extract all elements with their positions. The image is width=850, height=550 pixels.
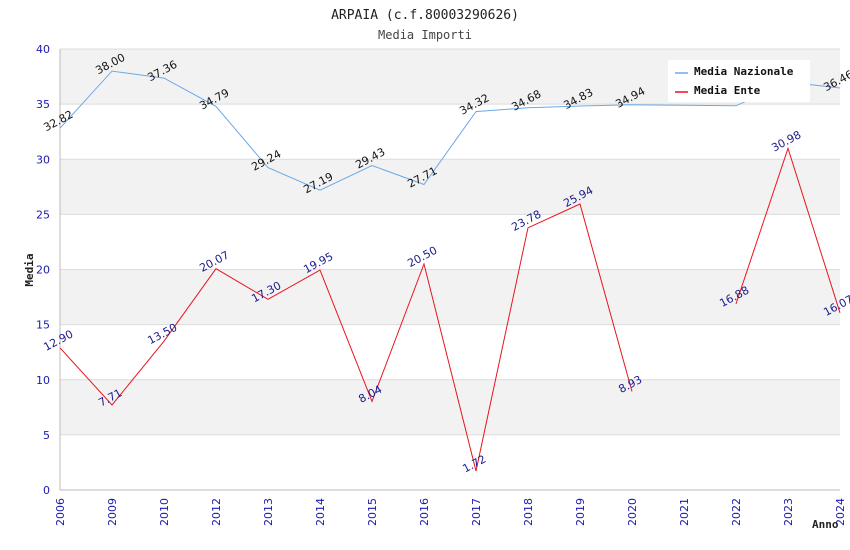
x-tick-label: 2019 <box>574 498 587 526</box>
x-tick-label: 2015 <box>366 498 379 526</box>
plot-background <box>60 49 840 435</box>
series-line-ente <box>59 203 633 472</box>
x-tick-label: 2013 <box>262 498 275 526</box>
y-tick-label: 35 <box>36 98 50 111</box>
legend-label-ente: Media Ente <box>694 84 761 97</box>
series-lines <box>59 70 841 472</box>
x-tick-label: 2021 <box>678 498 691 526</box>
x-tick-label: 2006 <box>54 498 67 526</box>
x-tick-label: 2018 <box>522 498 535 526</box>
data-label-ente: 20.50 <box>405 244 439 270</box>
x-tick-label: 2024 <box>834 498 847 526</box>
x-tick-label: 2009 <box>106 498 119 526</box>
y-tick-label: 10 <box>36 374 50 387</box>
y-tick-label: 0 <box>43 484 50 497</box>
data-label-ente: 1.72 <box>460 452 488 475</box>
data-label-nazionale: 32.82 <box>41 108 75 134</box>
y-tick-label: 20 <box>36 264 50 277</box>
legend-box <box>668 60 810 102</box>
chart-title: ARPAIA (c.f.80003290626) <box>331 8 519 23</box>
y-tick-label: 5 <box>43 429 50 442</box>
data-label-ente: 30.98 <box>769 128 803 154</box>
gridlines <box>60 48 840 491</box>
chart-subtitle: Media Importi <box>378 28 472 42</box>
x-tick-label: 2014 <box>314 498 327 526</box>
y-axis-title: Media <box>23 253 36 286</box>
x-axis-title: Anno <box>812 518 839 531</box>
y-tick-label: 30 <box>36 153 50 166</box>
x-tick-label: 2010 <box>158 498 171 526</box>
tick-labels: 0 5 10 15 20 25 30 35 40 2006 2009 2010 2012 2013 2014… <box>36 43 847 526</box>
x-tick-label: 2023 <box>782 498 795 526</box>
x-tick-label: 2012 <box>210 498 223 526</box>
plot-band <box>60 379 840 435</box>
x-tick-label: 2020 <box>626 498 639 526</box>
series-line-nazionale <box>59 70 841 191</box>
plot-band <box>60 269 840 325</box>
legend-label-nazionale: Media Nazionale <box>694 65 794 78</box>
x-tick-label: 2022 <box>730 498 743 526</box>
plot-band <box>60 159 840 215</box>
legend: Media Nazionale Media Ente <box>668 60 810 102</box>
y-tick-label: 40 <box>36 43 50 56</box>
y-tick-label: 25 <box>36 208 50 221</box>
series-line-ente <box>735 146 841 313</box>
y-tick-label: 15 <box>36 319 50 332</box>
axes <box>59 49 840 491</box>
x-tick-label: 2016 <box>418 498 431 526</box>
x-tick-label: 2017 <box>470 498 483 526</box>
